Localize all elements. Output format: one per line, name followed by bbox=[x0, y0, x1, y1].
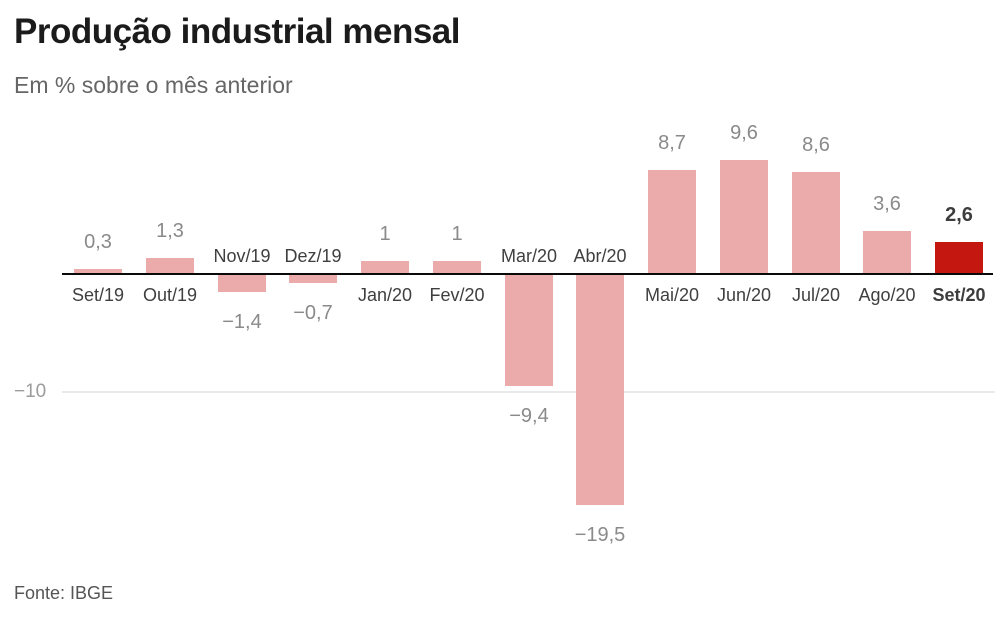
bar-value-label: 3,6 bbox=[873, 193, 901, 215]
x-axis-category-label: Jan/20 bbox=[357, 285, 413, 305]
source-note: Fonte: IBGE bbox=[14, 583, 114, 603]
x-axis-category-label: Jun/20 bbox=[716, 285, 772, 305]
bar-value-label: −19,5 bbox=[574, 524, 626, 546]
bar-value-label: 1 bbox=[451, 223, 463, 245]
x-axis-baseline bbox=[62, 273, 993, 275]
bar-value-label: −0,7 bbox=[293, 302, 333, 324]
bar bbox=[863, 231, 911, 273]
chart-subtitle: Em % sobre o mês anterior bbox=[14, 72, 293, 98]
bar bbox=[576, 275, 624, 505]
x-axis-category-label: Abr/20 bbox=[573, 246, 627, 266]
x-axis-category-label: Fev/20 bbox=[429, 285, 485, 305]
bar bbox=[361, 261, 409, 273]
bar bbox=[218, 275, 266, 292]
bar bbox=[146, 258, 194, 273]
bar-value-label: 0,3 bbox=[84, 231, 112, 253]
bar bbox=[74, 269, 122, 273]
x-axis-category-label: Nov/19 bbox=[213, 246, 271, 266]
bar bbox=[792, 172, 840, 273]
gridline-minus-10 bbox=[62, 391, 995, 393]
x-axis-category-label: Mar/20 bbox=[500, 246, 558, 266]
x-axis-category-label: Dez/19 bbox=[284, 246, 342, 266]
x-axis-category-label: Set/19 bbox=[71, 285, 125, 305]
bar-value-label: −9,4 bbox=[509, 405, 549, 427]
bar-value-label: 1 bbox=[379, 223, 391, 245]
x-axis-category-label: Jul/20 bbox=[791, 285, 841, 305]
x-axis-category-label: Ago/20 bbox=[858, 285, 916, 305]
bar bbox=[505, 275, 553, 386]
bar-value-label: 2,6 bbox=[945, 204, 973, 226]
bar bbox=[648, 170, 696, 273]
x-axis-category-label: Out/19 bbox=[142, 285, 198, 305]
chart-title: Produção industrial mensal bbox=[14, 12, 461, 51]
y-axis-tick-label: −10 bbox=[14, 381, 47, 402]
x-axis-category-label: Mai/20 bbox=[644, 285, 700, 305]
bar-highlighted bbox=[935, 242, 983, 273]
bar bbox=[720, 160, 768, 273]
x-axis-category-label: Set/20 bbox=[932, 285, 986, 305]
bar-value-label: 8,7 bbox=[658, 132, 686, 154]
bar-value-label: −1,4 bbox=[222, 311, 262, 333]
bar bbox=[433, 261, 481, 273]
bar-value-label: 9,6 bbox=[730, 122, 758, 144]
bar-value-label: 8,6 bbox=[802, 134, 830, 156]
bar-value-label: 1,3 bbox=[156, 220, 184, 242]
bar bbox=[289, 275, 337, 283]
